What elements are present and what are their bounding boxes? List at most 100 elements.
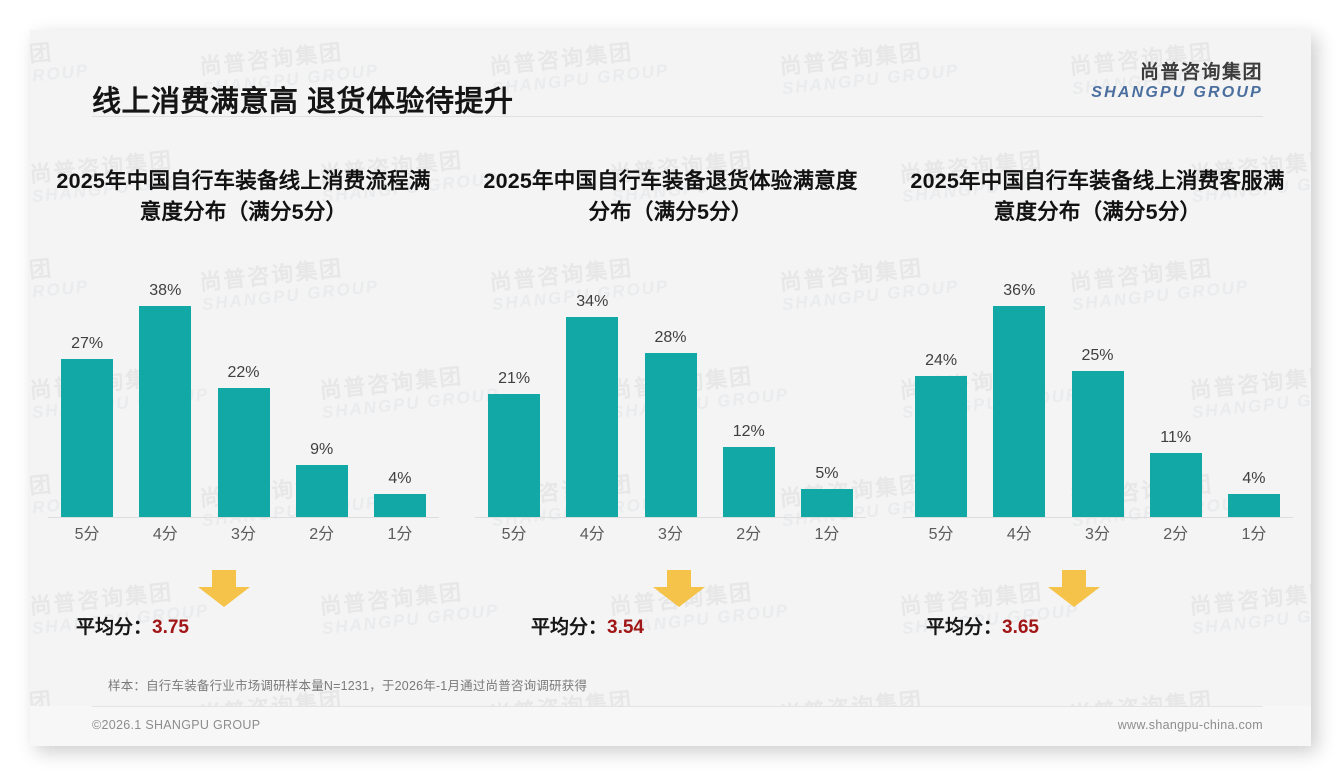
bar	[566, 317, 619, 518]
bar-item: 21%	[475, 282, 553, 518]
bar-value-label: 34%	[576, 293, 609, 311]
slide-header: 线上消费满意高 退货体验待提升 尚普咨询集团 SHANGPU GROUP	[30, 30, 1311, 120]
header-divider	[92, 116, 1263, 117]
down-arrow-icon	[196, 570, 252, 608]
x-axis-line	[48, 517, 439, 518]
x-axis-ticks: 5分 4分 3分 2分 1分	[48, 520, 439, 550]
bar-value-label: 22%	[227, 364, 260, 382]
x-tick-label: 5分	[74, 526, 100, 543]
slide-footer: ©2026.1 SHANGPU GROUP www.shangpu-china.…	[30, 706, 1311, 746]
bar-item: 25%	[1058, 282, 1136, 518]
chart-plot-area: 24% 36% 25% 11% 4% 5分 4分 3分 2分 1分	[902, 282, 1293, 550]
bar-item: 4%	[361, 282, 439, 518]
brand-logo: 尚普咨询集团 SHANGPU GROUP	[1091, 62, 1263, 103]
down-arrow-icon	[651, 570, 707, 608]
bar-item: 38%	[126, 282, 204, 518]
average-callout: 平均分：3.65	[902, 570, 1293, 650]
bar-item: 11%	[1137, 282, 1215, 518]
bar-item: 12%	[710, 282, 788, 518]
average-value: 3.75	[152, 617, 189, 638]
bar-value-label: 12%	[732, 423, 765, 441]
x-tick-label: 1分	[1241, 526, 1267, 543]
average-label: 平均分：	[531, 617, 608, 638]
bar-value-label: 38%	[149, 282, 182, 299]
x-tick-label: 5分	[501, 526, 527, 543]
x-axis-line	[475, 517, 866, 518]
average-score-text: 平均分：3.75	[76, 612, 189, 639]
sample-footnote: 样本：自行车装备行业市场调研样本量N=1231，于2026年-1月通过尚普咨询调…	[108, 679, 588, 693]
average-label: 平均分：	[76, 617, 153, 638]
bar	[139, 306, 192, 518]
website-link[interactable]: www.shangpu-china.com	[1117, 718, 1263, 732]
x-axis-line	[902, 517, 1293, 518]
x-tick-label: 3分	[1085, 526, 1110, 543]
bar-item: 34%	[553, 282, 631, 518]
bar	[993, 306, 1046, 518]
x-axis-ticks: 5分 4分 3分 2分 1分	[902, 520, 1293, 550]
bar	[217, 388, 270, 518]
chart-title: 2025年中国自行车装备线上消费流程满意度分布（满分5分）	[56, 169, 431, 224]
bar-value-label: 9%	[310, 440, 334, 458]
x-tick-label: 2分	[736, 526, 762, 543]
bar-item: 24%	[902, 282, 980, 518]
footer-divider	[92, 706, 1263, 707]
x-tick-label: 3分	[658, 526, 683, 543]
bar-value-label: 21%	[498, 370, 531, 388]
bar-item: 5%	[788, 282, 866, 518]
down-arrow-icon	[1046, 570, 1102, 608]
bar-item: 27%	[48, 282, 126, 518]
chart-panel-customer-service: 2025年中国自行车装备线上消费客服满意度分布（满分5分） 24% 36% 25% 1…	[884, 130, 1311, 650]
bar	[1227, 494, 1280, 518]
bar-value-label: 25%	[1081, 346, 1114, 364]
bar	[800, 488, 853, 518]
x-tick-label: 1分	[814, 526, 840, 543]
x-tick-label: 2分	[309, 526, 335, 543]
bar	[1149, 453, 1202, 518]
x-tick-label: 4分	[152, 526, 178, 543]
bar-value-label: 24%	[925, 352, 958, 370]
bar	[61, 358, 114, 518]
bar	[373, 494, 426, 518]
bar	[722, 447, 775, 518]
x-tick-label: 4分	[1006, 526, 1032, 543]
bar-value-label: 27%	[71, 334, 104, 352]
chart-panel-process-satisfaction: 2025年中国自行车装备线上消费流程满意度分布（满分5分） 27% 38% 22% 9…	[30, 130, 457, 650]
x-axis-ticks: 5分 4分 3分 2分 1分	[475, 520, 866, 550]
bar-item: 22%	[204, 282, 282, 518]
copyright-text: ©2026.1 SHANGPU GROUP	[92, 718, 261, 732]
bar-value-label: 28%	[654, 328, 687, 346]
chart-title: 2025年中国自行车装备退货体验满意度分布（满分5分）	[483, 169, 858, 224]
x-tick-label: 2分	[1163, 526, 1189, 543]
bar-item: 28%	[631, 282, 709, 518]
charts-row: 2025年中国自行车装备线上消费流程满意度分布（满分5分） 27% 38% 22% 9…	[30, 130, 1311, 650]
average-callout: 平均分：3.54	[475, 570, 866, 650]
bar-value-label: 5%	[815, 464, 839, 482]
bar-value-label: 11%	[1160, 429, 1192, 447]
bar-item: 9%	[283, 282, 361, 518]
logo-chinese-text: 尚普咨询集团	[1139, 62, 1263, 83]
average-label: 平均分：	[926, 617, 1003, 638]
x-tick-label: 5分	[928, 526, 954, 543]
bar-value-label: 4%	[388, 470, 412, 488]
bar-item: 36%	[980, 282, 1058, 518]
chart-plot-area: 21% 34% 28% 12% 5% 5分 4分 3分 2分 1分	[475, 282, 866, 550]
bar-group: 24% 36% 25% 11% 4%	[902, 282, 1293, 518]
chart-title: 2025年中国自行车装备线上消费客服满意度分布（满分5分）	[910, 169, 1285, 224]
bar	[915, 376, 968, 518]
logo-english-text: SHANGPU GROUP	[1091, 84, 1263, 102]
bar-group: 21% 34% 28% 12% 5%	[475, 282, 866, 518]
bar	[295, 464, 348, 518]
x-tick-label: 3分	[231, 526, 256, 543]
average-value: 3.54	[607, 617, 644, 638]
x-tick-label: 1分	[387, 526, 413, 543]
x-tick-label: 4分	[579, 526, 605, 543]
bar-value-label: 36%	[1003, 282, 1036, 299]
average-value: 3.65	[1002, 617, 1039, 638]
bar	[488, 394, 541, 518]
chart-panel-return-experience: 2025年中国自行车装备退货体验满意度分布（满分5分） 21% 34% 28% 12%…	[457, 130, 884, 650]
average-score-text: 平均分：3.54	[531, 612, 644, 639]
average-callout: 平均分：3.75	[48, 570, 439, 650]
chart-plot-area: 27% 38% 22% 9% 4% 5分 4分 3分 2分 1分	[48, 282, 439, 550]
bar	[644, 352, 697, 518]
